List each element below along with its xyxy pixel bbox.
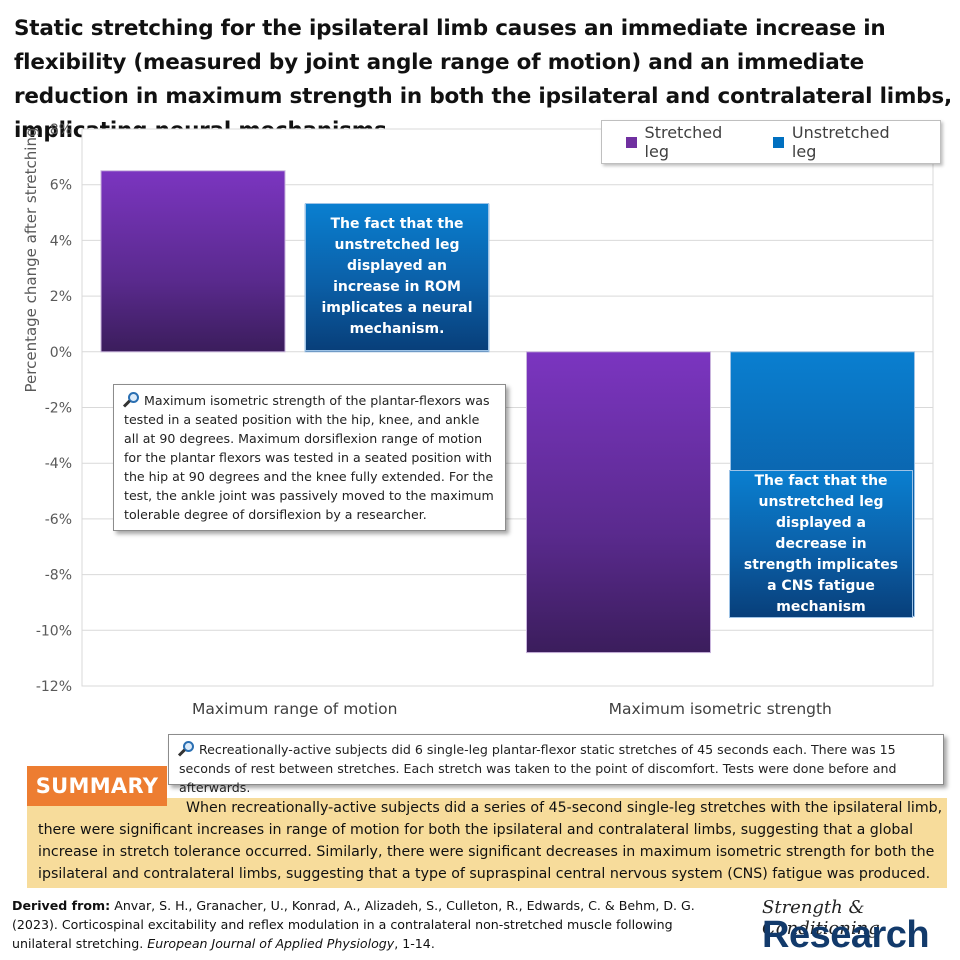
source-journal: European Journal of Applied Physiology — [147, 936, 395, 951]
y-tick-label: 6% — [50, 178, 72, 194]
subjects-callout-text: Recreationally-active subjects did 6 sin… — [179, 742, 897, 795]
y-tick-label: -4% — [45, 456, 72, 472]
source-citation-text: Anvar, S. H., Granacher, U., Konrad, A.,… — [12, 898, 695, 951]
y-axis-title: Percentage change after stretching — [22, 128, 40, 393]
subjects-callout: Recreationally-active subjects did 6 sin… — [168, 734, 944, 795]
methods-callout: Maximum isometric strength of the planta… — [113, 384, 506, 531]
legend-item-stretched: Stretched leg — [626, 123, 747, 161]
logo-tagline: Strength & Conditioning — [762, 897, 880, 939]
summary-box — [27, 798, 947, 888]
x-category-label: Maximum isometric strength — [609, 700, 832, 718]
legend-item-unstretched: Unstretched leg — [773, 123, 914, 161]
page-title: Static stretching for the ipsilateral li… — [14, 16, 952, 143]
source-label: Derived from: — [12, 898, 111, 913]
y-tick-label: 0% — [50, 345, 72, 361]
legend-swatch-unstretched — [773, 136, 784, 148]
y-tick-label: -8% — [45, 568, 72, 584]
y-tick-label: 8% — [50, 122, 72, 138]
bar-stretched-rom — [100, 170, 286, 353]
rom-callout: The fact that the unstretched leg displa… — [305, 203, 489, 351]
y-tick-label: -10% — [36, 623, 72, 639]
magnifier-icon — [177, 741, 195, 757]
bar-stretched-strength — [526, 351, 711, 654]
x-category-label: Maximum range of motion — [192, 700, 397, 718]
chart-legend: Stretched leg Unstretched leg — [601, 120, 941, 164]
legend-label-unstretched: Unstretched leg — [791, 123, 890, 161]
source-citation: Derived from: Anvar, S. H., Granacher, U… — [12, 896, 732, 953]
magnifier-icon — [122, 392, 140, 408]
summary-tag: SUMMARY — [27, 766, 167, 806]
rom-callout-text: The fact that the unstretched leg displa… — [321, 216, 473, 337]
legend-label-stretched: Stretched leg — [644, 123, 723, 161]
strength-callout: The fact that the unstretched leg displa… — [729, 470, 913, 618]
summary-text: When recreationally-active subjects did … — [38, 800, 943, 882]
y-tick-label: -12% — [36, 679, 72, 695]
x-axis-categories: Maximum range of motion Maximum isometric… — [192, 700, 832, 718]
methods-callout-text: Maximum isometric strength of the planta… — [124, 393, 494, 522]
logo-wordmark: Research — [762, 914, 930, 956]
legend-swatch-stretched — [626, 136, 637, 148]
source-pages: , 1-14. — [394, 936, 435, 951]
y-tick-label: 4% — [50, 233, 72, 249]
y-tick-label: 2% — [50, 289, 72, 305]
strength-callout-text: The fact that the unstretched leg displa… — [743, 472, 899, 615]
y-tick-label: -6% — [45, 512, 72, 528]
y-axis-ticks: 8% 6% 4% 2% 0% -2% -4% -6% -8% -10% -12% — [36, 122, 72, 695]
y-tick-label: -2% — [45, 401, 72, 417]
